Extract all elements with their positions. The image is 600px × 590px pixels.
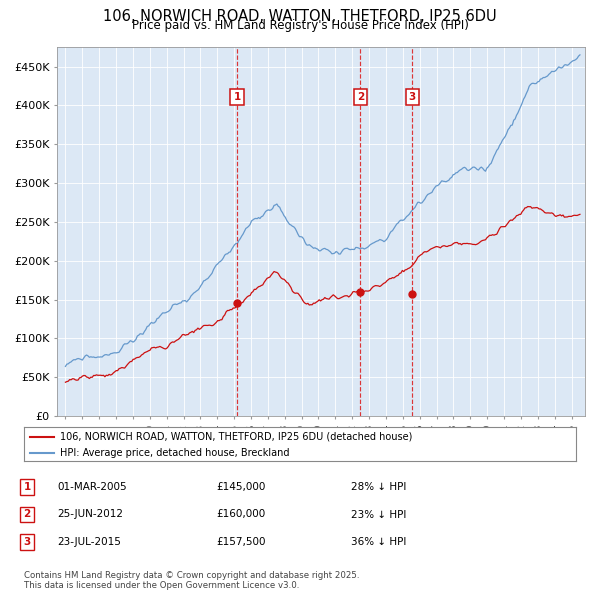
Text: 3: 3 (23, 537, 31, 547)
Text: 01-MAR-2005: 01-MAR-2005 (57, 482, 127, 491)
Text: 25-JUN-2012: 25-JUN-2012 (57, 510, 123, 519)
Text: 3: 3 (409, 92, 416, 102)
Text: Contains HM Land Registry data © Crown copyright and database right 2025.
This d: Contains HM Land Registry data © Crown c… (24, 571, 359, 590)
Text: HPI: Average price, detached house, Breckland: HPI: Average price, detached house, Brec… (60, 448, 289, 458)
Text: 1: 1 (23, 482, 31, 491)
Text: 106, NORWICH ROAD, WATTON, THETFORD, IP25 6DU (detached house): 106, NORWICH ROAD, WATTON, THETFORD, IP2… (60, 432, 412, 442)
Text: 2: 2 (23, 510, 31, 519)
Text: £157,500: £157,500 (216, 537, 265, 547)
Text: 106, NORWICH ROAD, WATTON, THETFORD, IP25 6DU: 106, NORWICH ROAD, WATTON, THETFORD, IP2… (103, 9, 497, 24)
Text: 23-JUL-2015: 23-JUL-2015 (57, 537, 121, 547)
Text: Price paid vs. HM Land Registry's House Price Index (HPI): Price paid vs. HM Land Registry's House … (131, 19, 469, 32)
Text: 36% ↓ HPI: 36% ↓ HPI (351, 537, 406, 547)
Text: 23% ↓ HPI: 23% ↓ HPI (351, 510, 406, 519)
Text: 1: 1 (233, 92, 241, 102)
Text: £145,000: £145,000 (216, 482, 265, 491)
Text: 2: 2 (356, 92, 364, 102)
Text: £160,000: £160,000 (216, 510, 265, 519)
Text: 28% ↓ HPI: 28% ↓ HPI (351, 482, 406, 491)
